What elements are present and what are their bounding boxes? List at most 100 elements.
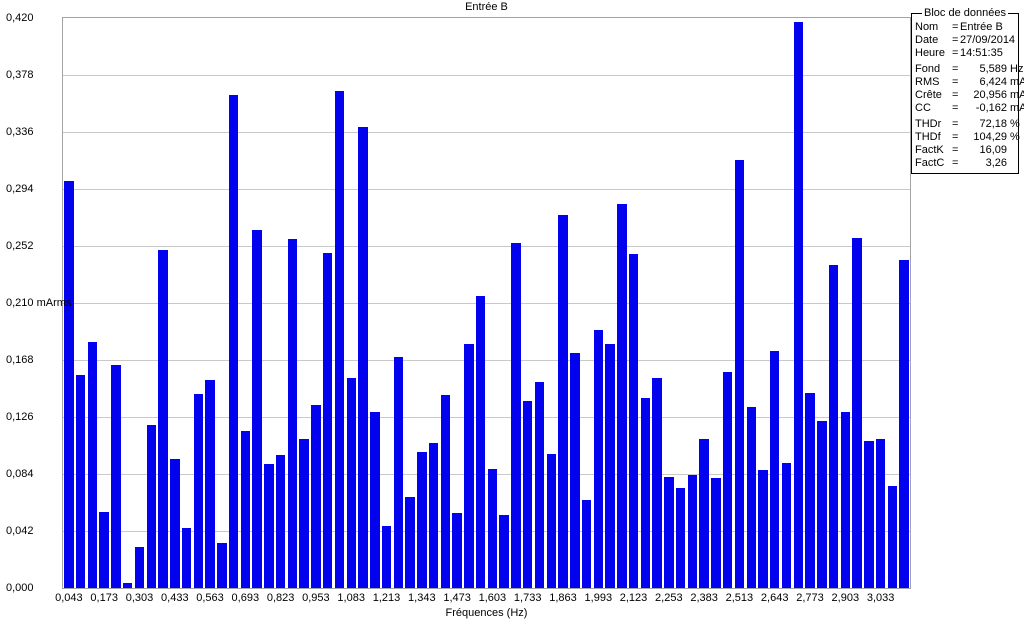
bar	[228, 95, 239, 588]
bar	[75, 375, 86, 588]
data-block-row-unit: %	[1010, 118, 1020, 130]
grid-line	[63, 474, 910, 475]
grid-line	[63, 303, 910, 304]
x-axis-tick-label: 2,643	[760, 592, 789, 604]
x-axis-tick-label: 2,773	[796, 592, 824, 604]
bar	[205, 380, 215, 588]
grid-line	[63, 75, 910, 76]
equals-sign: =	[952, 34, 959, 46]
bar	[581, 500, 592, 588]
grid-line	[63, 189, 910, 190]
data-block-row: THDr = 72,18%	[912, 118, 1020, 131]
bar	[370, 412, 380, 588]
grid-line	[63, 417, 910, 418]
bar	[217, 543, 227, 588]
x-axis-tick-label: 0,173	[90, 592, 118, 604]
equals-sign: =	[952, 76, 959, 88]
bar	[452, 513, 462, 588]
bar	[593, 330, 604, 588]
bar	[181, 528, 192, 588]
data-block-row: Nom = Entrée B	[912, 21, 1018, 34]
bar	[628, 254, 639, 588]
bar	[440, 395, 451, 588]
bar	[887, 486, 898, 588]
bar	[758, 470, 768, 588]
bar	[111, 365, 121, 588]
x-axis-tick-label: 0,433	[161, 592, 189, 604]
y-axis-tick-label: 0,294	[6, 183, 34, 195]
data-block-row: CC = -0,162 mA	[912, 102, 1024, 115]
chart-title: Entrée B	[465, 1, 508, 13]
data-block-row-unit	[1007, 144, 1016, 157]
plot-area	[62, 17, 911, 589]
equals-sign: =	[952, 89, 959, 101]
x-axis-tick-label: 2,513	[725, 592, 754, 604]
equals-sign: =	[952, 131, 959, 143]
x-axis-tick-label: 1,993	[584, 592, 613, 604]
x-axis-tick-label: 1,343	[408, 592, 436, 604]
data-block-row-value: 3,26	[985, 157, 1007, 169]
bar	[840, 412, 851, 588]
x-axis-tick-label: 1,603	[478, 592, 507, 604]
bar	[640, 398, 651, 588]
bar	[852, 238, 862, 588]
data-block-row-value: 104,29	[973, 131, 1007, 143]
data-block-row-value: 72,18	[979, 118, 1007, 130]
x-axis-title: Fréquences (Hz)	[445, 607, 528, 619]
bar	[899, 260, 909, 588]
data-block-row: Heure = 14:51:35	[912, 47, 1018, 60]
x-axis-tick-label: 2,123	[619, 592, 648, 604]
data-block-row-label: CC	[915, 102, 931, 114]
data-block-row-value: 6,424	[979, 76, 1007, 88]
data-block-row-label: FactK	[915, 144, 944, 156]
y-axis-tick-label: 0,084	[6, 468, 34, 480]
data-block-row-value: 27/09/2014	[960, 34, 1016, 46]
equals-sign: =	[952, 63, 959, 75]
x-axis-tick-label: 0,043	[55, 592, 83, 604]
equals-sign: =	[952, 102, 959, 114]
bar	[87, 342, 98, 588]
bar	[864, 441, 874, 588]
bar	[99, 512, 109, 588]
x-axis-tick-label: 0,953	[302, 592, 330, 604]
data-block-row-label: Fond	[915, 63, 941, 75]
bar	[687, 475, 698, 588]
y-axis-tick-label: 0,252	[6, 240, 34, 252]
bar	[275, 455, 286, 588]
bar	[675, 488, 686, 588]
bar	[323, 253, 333, 588]
bar	[170, 459, 180, 588]
bar	[828, 265, 839, 588]
bar	[287, 239, 298, 588]
data-block-row-unit: Hz	[1010, 63, 1024, 75]
bar	[428, 443, 439, 588]
x-axis-tick-label: 0,563	[196, 592, 224, 604]
data-block-row-label: Crête	[915, 89, 942, 101]
data-block-row: Crête = 20,956 mA	[912, 89, 1024, 102]
bar	[805, 393, 815, 588]
bar	[299, 439, 309, 588]
data-block-row: FactK = 16,09	[912, 144, 1018, 157]
data-block-row: Fond = 5,589 Hz	[912, 63, 1023, 76]
bar	[134, 547, 145, 588]
bar	[193, 394, 204, 588]
x-axis-tick-label: 0,303	[125, 592, 154, 604]
data-block-row-value: 14:51:35	[960, 47, 1003, 59]
x-axis-tick-label: 1,863	[549, 592, 577, 604]
bar	[746, 407, 756, 588]
data-block-row-unit: mA	[1010, 76, 1024, 88]
data-block-title: Bloc de données	[922, 7, 1008, 20]
bar	[64, 181, 74, 588]
x-axis-tick-label: 0,823	[266, 592, 295, 604]
x-axis-tick-label: 1,473	[443, 592, 471, 604]
bar	[240, 431, 251, 588]
y-axis-tick-label: 0,420	[6, 12, 34, 24]
grid-line	[63, 132, 910, 133]
data-block-row-label: Date	[915, 34, 939, 46]
bar	[146, 425, 156, 588]
bar	[475, 296, 486, 588]
bar	[546, 454, 556, 588]
bar	[570, 353, 580, 588]
bar	[334, 91, 345, 588]
bar	[464, 344, 474, 588]
